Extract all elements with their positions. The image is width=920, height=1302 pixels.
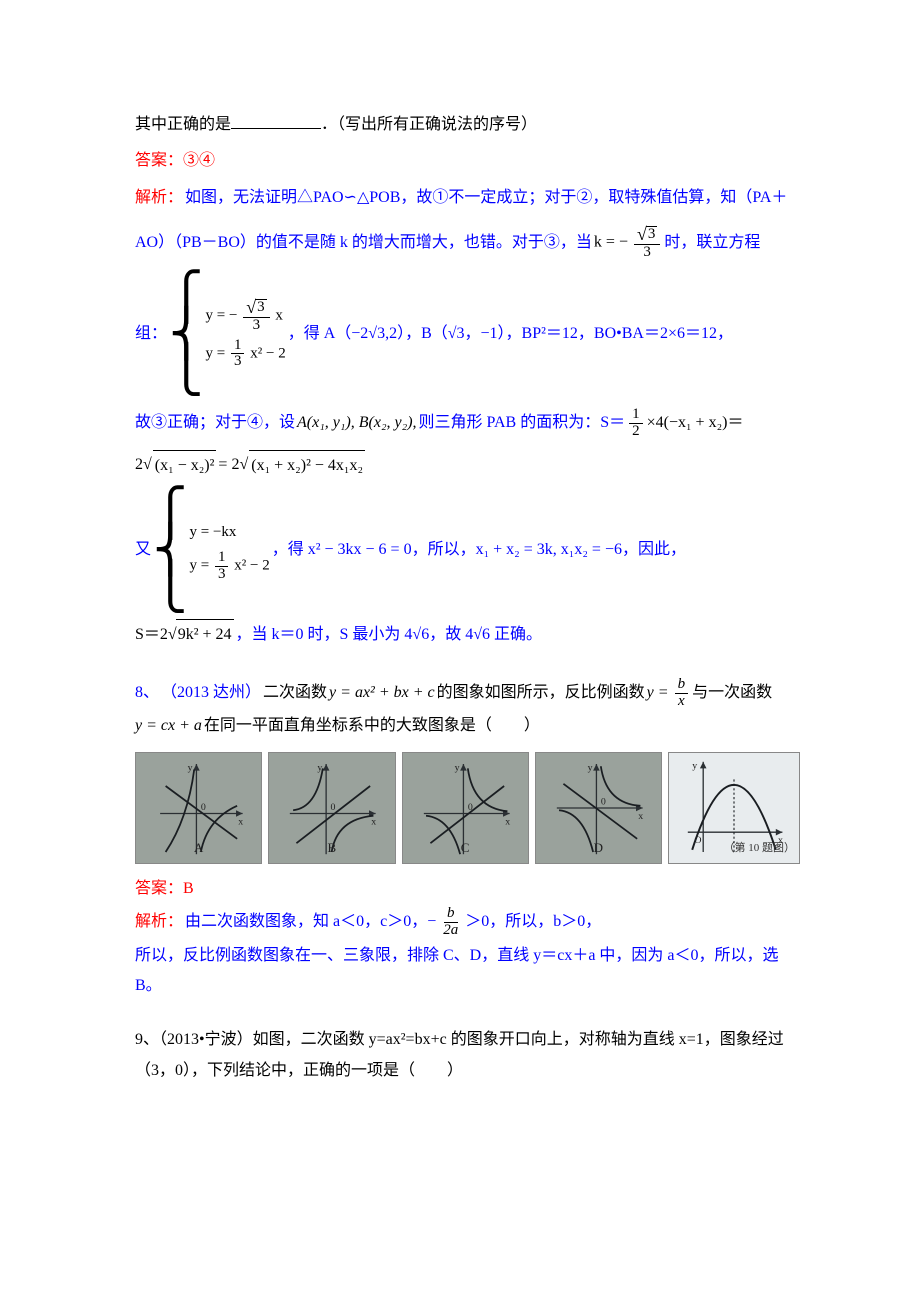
exp8-l1b: ＞0，所以，b＞0， xyxy=(465,907,601,937)
q8-f1: y = ax² + bx + c xyxy=(329,678,435,708)
blank-fill[interactable] xyxy=(231,112,321,129)
exp8-line-2: 所以，反比例函数图象在一、三象限，排除 C、D，直线 y＝cx＋a 中，因为 a… xyxy=(135,941,800,1002)
sysB-eq1: y = −kx xyxy=(190,518,270,547)
svg-text:x: x xyxy=(505,816,510,827)
svg-text:y: y xyxy=(188,762,193,773)
brace-system-1: ⎧⎨⎩ y = − √33 x y = 13 x² − 2 xyxy=(169,279,286,389)
exp-line-1: 解析：如图，无法证明△PAO∽△POB，故①不一定成立；对于②，取特殊值估算，知… xyxy=(135,183,800,213)
sys1-eq2: y = 13 x² − 2 xyxy=(206,338,286,371)
frac-half: 12 xyxy=(629,407,643,440)
exp-l3: ，得 A（−2√3,2），B（√3，−1），BP²＝12，BO•BA＝2×6＝1… xyxy=(288,319,733,349)
answer-value: ③④ xyxy=(183,152,215,169)
axyb: A(x₁, y₁), B(x₂, y₂), xyxy=(297,408,417,438)
q9-line: 9、（2013•宁波）如图，二次函数 y=ax²=bx+c 的图象开口向上，对称… xyxy=(135,1025,800,1086)
frac-b-2a: b 2a xyxy=(440,906,461,939)
graph-option-a[interactable]: 0 x y A xyxy=(135,752,262,864)
graph-a-label: A xyxy=(194,836,203,861)
exp-l2b: 时，联立方程 xyxy=(664,228,760,258)
answer-label: 答案： xyxy=(135,152,183,169)
ans8-val: B xyxy=(183,880,194,897)
svg-text:0: 0 xyxy=(331,802,336,813)
graph-row: 0 x y A 0 x y B 0 xyxy=(135,752,800,864)
q8-src: （2013 达州） xyxy=(161,678,261,708)
sys1-eq1: y = − √33 x xyxy=(206,298,286,334)
exp-line-5: 2√(x₁ − x₂)² = 2√(x₁ + x₂)² − 4x₁x₂ xyxy=(135,450,800,481)
graph-d-label: D xyxy=(594,836,603,861)
ans8-label: 答案： xyxy=(135,880,183,897)
sysB-eq2: y = 13 x² − 2 xyxy=(190,550,270,583)
S-final: S＝2√9k² + 24 xyxy=(135,619,234,650)
q8-f2: y = bx xyxy=(647,677,690,710)
graph-option-b[interactable]: 0 x y B xyxy=(268,752,395,864)
q8-num: 8、 xyxy=(135,678,159,708)
exp-l2a: AO）（PB－BO）的值不是随 k 的增大而增大，也错。对于③，当 xyxy=(135,228,592,258)
answer-1: 答案：③④ xyxy=(135,146,800,176)
group-label: 组： xyxy=(135,319,167,349)
intro-t2: ．（写出所有正确说法的序号） xyxy=(321,116,537,133)
q8-t3: 与一次函数 xyxy=(692,678,772,708)
exp-system-2: 又 ⎧⎨⎩ y = −kx y = 13 x² − 2 ，得 x² − 3kx … xyxy=(135,495,800,605)
q8-l2a: y = cx + a xyxy=(135,711,202,741)
exp8-label: 解析： xyxy=(135,907,183,937)
exp-l4c: ×4(−x₁ + x₂)＝ xyxy=(647,408,744,438)
q8-t1: 二次函数 xyxy=(263,678,327,708)
exp-line-4: 故③正确；对于④，设 A(x₁, y₁), B(x₂, y₂), 则三角形 PA… xyxy=(135,407,800,440)
graph-c-label: C xyxy=(461,836,470,861)
exp8-l2: 所以，反比例函数图象在一、三象限，排除 C、D，直线 y＝cx＋a 中，因为 a… xyxy=(135,947,779,994)
exp-l7b: ，当 k＝0 时，S 最小为 4√6，故 4√6 正确。 xyxy=(236,620,542,650)
exp-l1: 如图，无法证明△PAO∽△POB，故①不一定成立；对于②，取特殊值估算，知（PA… xyxy=(185,183,787,213)
q9-src: （2013•宁波） xyxy=(159,1031,253,1048)
svg-text:x: x xyxy=(371,816,376,827)
svg-text:0: 0 xyxy=(601,796,606,807)
exp8-line-1: 解析： 由二次函数图象，知 a＜0，c＞0，− b 2a ＞0，所以，b＞0， xyxy=(135,906,800,939)
exp-l4a: 故③正确；对于④，设 xyxy=(135,408,295,438)
brace-system-2: ⎧⎨⎩ y = −kx y = 13 x² − 2 xyxy=(153,495,270,605)
svg-text:y: y xyxy=(692,760,697,771)
q8-l2b: 在同一平面直角坐标系中的大致图象是（ ） xyxy=(204,711,540,741)
exp-system-1: 组： ⎧⎨⎩ y = − √33 x y = 13 x² − 2 ，得 A（−2… xyxy=(135,279,800,389)
graph-option-c[interactable]: 0 x y C xyxy=(402,752,529,864)
k-eq: k = − √3 3 xyxy=(594,225,662,261)
svg-text:x: x xyxy=(638,811,643,822)
q8-t2: 的图象如图所示，反比例函数 xyxy=(437,678,645,708)
q8-line-2: y = cx + a 在同一平面直角坐标系中的大致图象是（ ） xyxy=(135,711,800,741)
answer-8: 答案：B xyxy=(135,874,800,904)
exp8-l1a: 由二次函数图象，知 a＜0，c＞0，− xyxy=(185,907,436,937)
svg-text:y: y xyxy=(587,762,592,773)
you: 又 xyxy=(135,535,151,565)
exp-line-7: S＝2√9k² + 24 ，当 k＝0 时，S 最小为 4√6，故 4√6 正确… xyxy=(135,619,800,650)
intro-line: 其中正确的是 ．（写出所有正确说法的序号） xyxy=(135,110,800,140)
graph-given: O x y （第 10 题图） xyxy=(668,752,800,864)
intro-t1: 其中正确的是 xyxy=(135,116,231,133)
exp-l4b: 则三角形 PAB 的面积为：S＝ xyxy=(419,408,626,438)
svg-text:x: x xyxy=(238,816,243,827)
q8-line-1: 8、 （2013 达州） 二次函数 y = ax² + bx + c 的图象如图… xyxy=(135,677,800,710)
exp-l6: ，得 x² − 3kx − 6 = 0，所以，x₁ + x₂ = 3k, x₁x… xyxy=(272,535,686,565)
exp-line-2: AO）（PB－BO）的值不是随 k 的增大而增大，也错。对于③，当 k = − … xyxy=(135,225,800,261)
graph-given-caption: （第 10 题图） xyxy=(724,838,796,859)
exp-label: 解析： xyxy=(135,183,183,213)
graph-option-d[interactable]: 0 x y D xyxy=(535,752,662,864)
frac-sqrt3-3: √3 3 xyxy=(634,225,660,261)
graph-b-label: B xyxy=(328,836,337,861)
svg-text:y: y xyxy=(454,762,459,773)
q9-num: 9、 xyxy=(135,1031,159,1048)
